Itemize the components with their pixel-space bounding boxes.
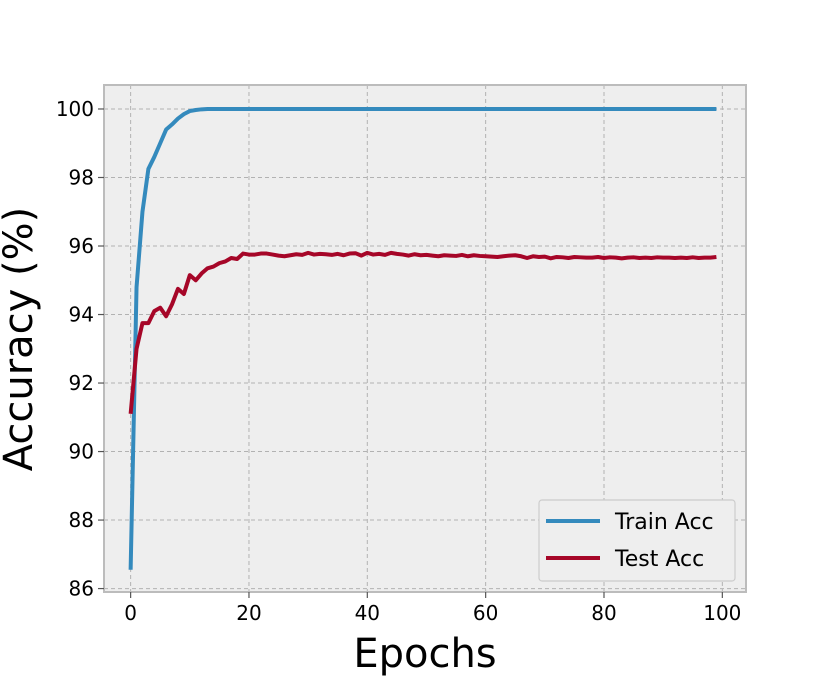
y-tick-label: 90 <box>69 440 94 464</box>
series-line-test-acc <box>128 250 717 415</box>
x-tick-label: 0 <box>124 601 137 625</box>
x-tick-label: 60 <box>473 601 498 625</box>
y-tick-label: 96 <box>69 234 94 258</box>
y-axis-label: Accuracy (%) <box>0 207 42 472</box>
x-tick-label: 40 <box>355 601 380 625</box>
y-tick-label: 100 <box>56 97 94 121</box>
y-tick-label: 98 <box>69 165 94 189</box>
legend-label-test-acc: Test Acc <box>614 547 704 572</box>
x-tick-label: 100 <box>703 601 741 625</box>
x-tick-label: 80 <box>591 601 616 625</box>
plot-frame <box>103 84 747 593</box>
y-tick-label: 88 <box>69 508 94 532</box>
y-tick-label: 94 <box>69 303 94 327</box>
x-tick-label: 20 <box>236 601 261 625</box>
x-axis-ticks: 0 20 40 60 80 100 <box>124 592 741 625</box>
legend: Train Acc Test Acc <box>538 499 736 582</box>
x-axis-label: Epochs <box>353 631 496 677</box>
series-line-train-acc <box>128 106 717 570</box>
legend-label-train-acc: Train Acc <box>614 510 714 535</box>
series-lines <box>128 106 717 570</box>
y-tick-label: 92 <box>69 371 94 395</box>
y-tick-label: 86 <box>69 577 94 601</box>
y-axis-ticks: 86 88 90 92 94 96 98 100 <box>56 97 104 601</box>
